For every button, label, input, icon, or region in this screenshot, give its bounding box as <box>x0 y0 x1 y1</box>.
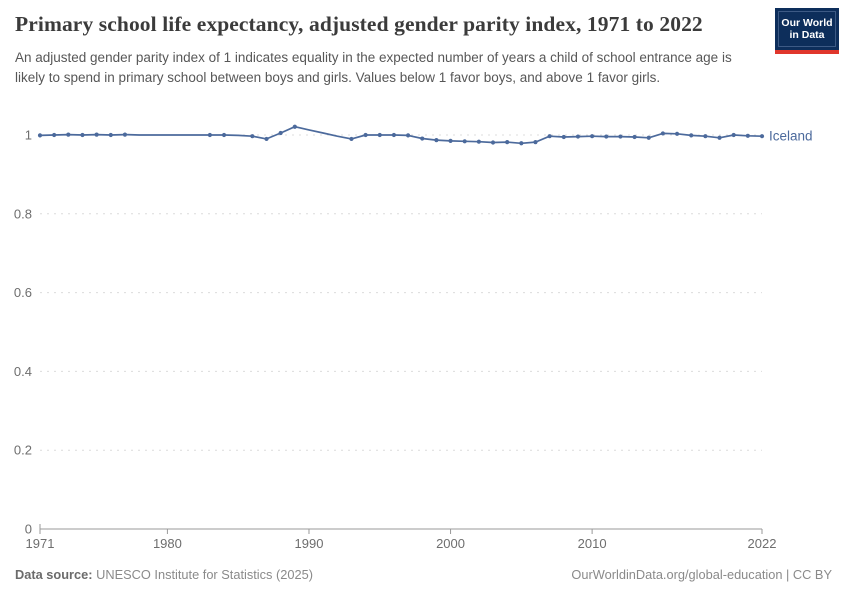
chart-header: Primary school life expectancy, adjusted… <box>15 10 760 88</box>
x-axis-tick-label: 2010 <box>578 536 607 551</box>
data-point <box>519 141 524 146</box>
data-point <box>533 139 538 145</box>
chart-title: Primary school life expectancy, adjusted… <box>15 12 703 36</box>
y-axis-tick-label: 1 <box>25 128 32 143</box>
data-point <box>689 133 694 138</box>
data-source-label: Data source: <box>15 567 93 582</box>
data-point <box>108 132 113 138</box>
data-point <box>405 133 411 138</box>
chart-subtitle: An adjusted gender parity index of 1 ind… <box>15 49 732 85</box>
y-axis-tick-label: 0.4 <box>14 364 32 379</box>
data-point <box>448 138 453 144</box>
line-chart: 0 0.2 0.4 0.6 0.8 1 1971 1980 1990 2000 2010 2022 Ic… <box>0 118 850 558</box>
data-point <box>349 136 354 142</box>
data-point <box>490 140 496 145</box>
data-point <box>221 132 227 138</box>
owid-logo-line2: in Data <box>789 29 825 41</box>
y-axis-tick-label: 0.2 <box>14 443 32 458</box>
data-point <box>264 136 269 142</box>
data-point <box>37 133 43 138</box>
data-point <box>94 132 99 137</box>
data-line <box>39 125 763 145</box>
data-point <box>207 132 212 138</box>
data-point <box>363 132 368 138</box>
data-point <box>505 139 510 145</box>
data-point <box>575 134 581 139</box>
data-point <box>278 130 283 136</box>
data-point <box>476 139 481 144</box>
data-point <box>391 132 397 138</box>
line-chart-svg: 0 0.2 0.4 0.6 0.8 1 1971 1980 1990 2000 2010 2022 Ic… <box>14 124 813 551</box>
chart-footer: Data source: UNESCO Institute for Statis… <box>15 567 832 582</box>
x-axis-tick-label: 1980 <box>153 536 182 551</box>
data-point <box>377 132 382 138</box>
y-axis-tick-label: 0 <box>25 522 32 537</box>
x-axis-tick-label: 2022 <box>748 536 777 551</box>
data-point <box>52 132 57 138</box>
data-point <box>674 131 680 136</box>
data-point <box>731 132 736 138</box>
data-point <box>590 134 595 139</box>
credit-line: OurWorldinData.org/global-education | CC… <box>571 567 832 582</box>
data-point <box>434 138 439 143</box>
x-axis-tick-label: 1990 <box>295 536 324 551</box>
data-point <box>122 132 128 137</box>
y-axis-tick-label: 0.6 <box>14 285 32 300</box>
data-point <box>80 132 85 138</box>
x-axis-tick-label: 2000 <box>436 536 465 551</box>
data-point <box>717 135 722 140</box>
y-axis-tick-label: 0.8 <box>14 206 32 221</box>
owid-logo-line1: Our World <box>781 16 833 29</box>
data-point <box>632 134 637 140</box>
data-point <box>462 139 467 144</box>
data-point <box>66 132 71 137</box>
x-axis-tick-label: 1971 <box>26 536 55 551</box>
data-point <box>660 131 666 136</box>
series-entity-label: Iceland <box>769 129 813 144</box>
data-point <box>759 134 765 139</box>
data-source-note: Data source: UNESCO Institute for Statis… <box>15 567 313 582</box>
data-point <box>547 134 552 139</box>
data-point <box>292 124 297 129</box>
data-point <box>703 134 708 139</box>
owid-logo: Our World in Data <box>775 8 839 54</box>
data-point <box>604 134 609 139</box>
data-point <box>250 134 255 139</box>
data-point <box>420 136 425 141</box>
data-point <box>561 134 566 140</box>
data-point <box>646 135 651 140</box>
data-point <box>745 133 750 138</box>
owid-logo-frame: Our World in Data <box>778 11 836 47</box>
data-point <box>618 134 623 139</box>
data-source-value: UNESCO Institute for Statistics (2025) <box>92 567 313 582</box>
